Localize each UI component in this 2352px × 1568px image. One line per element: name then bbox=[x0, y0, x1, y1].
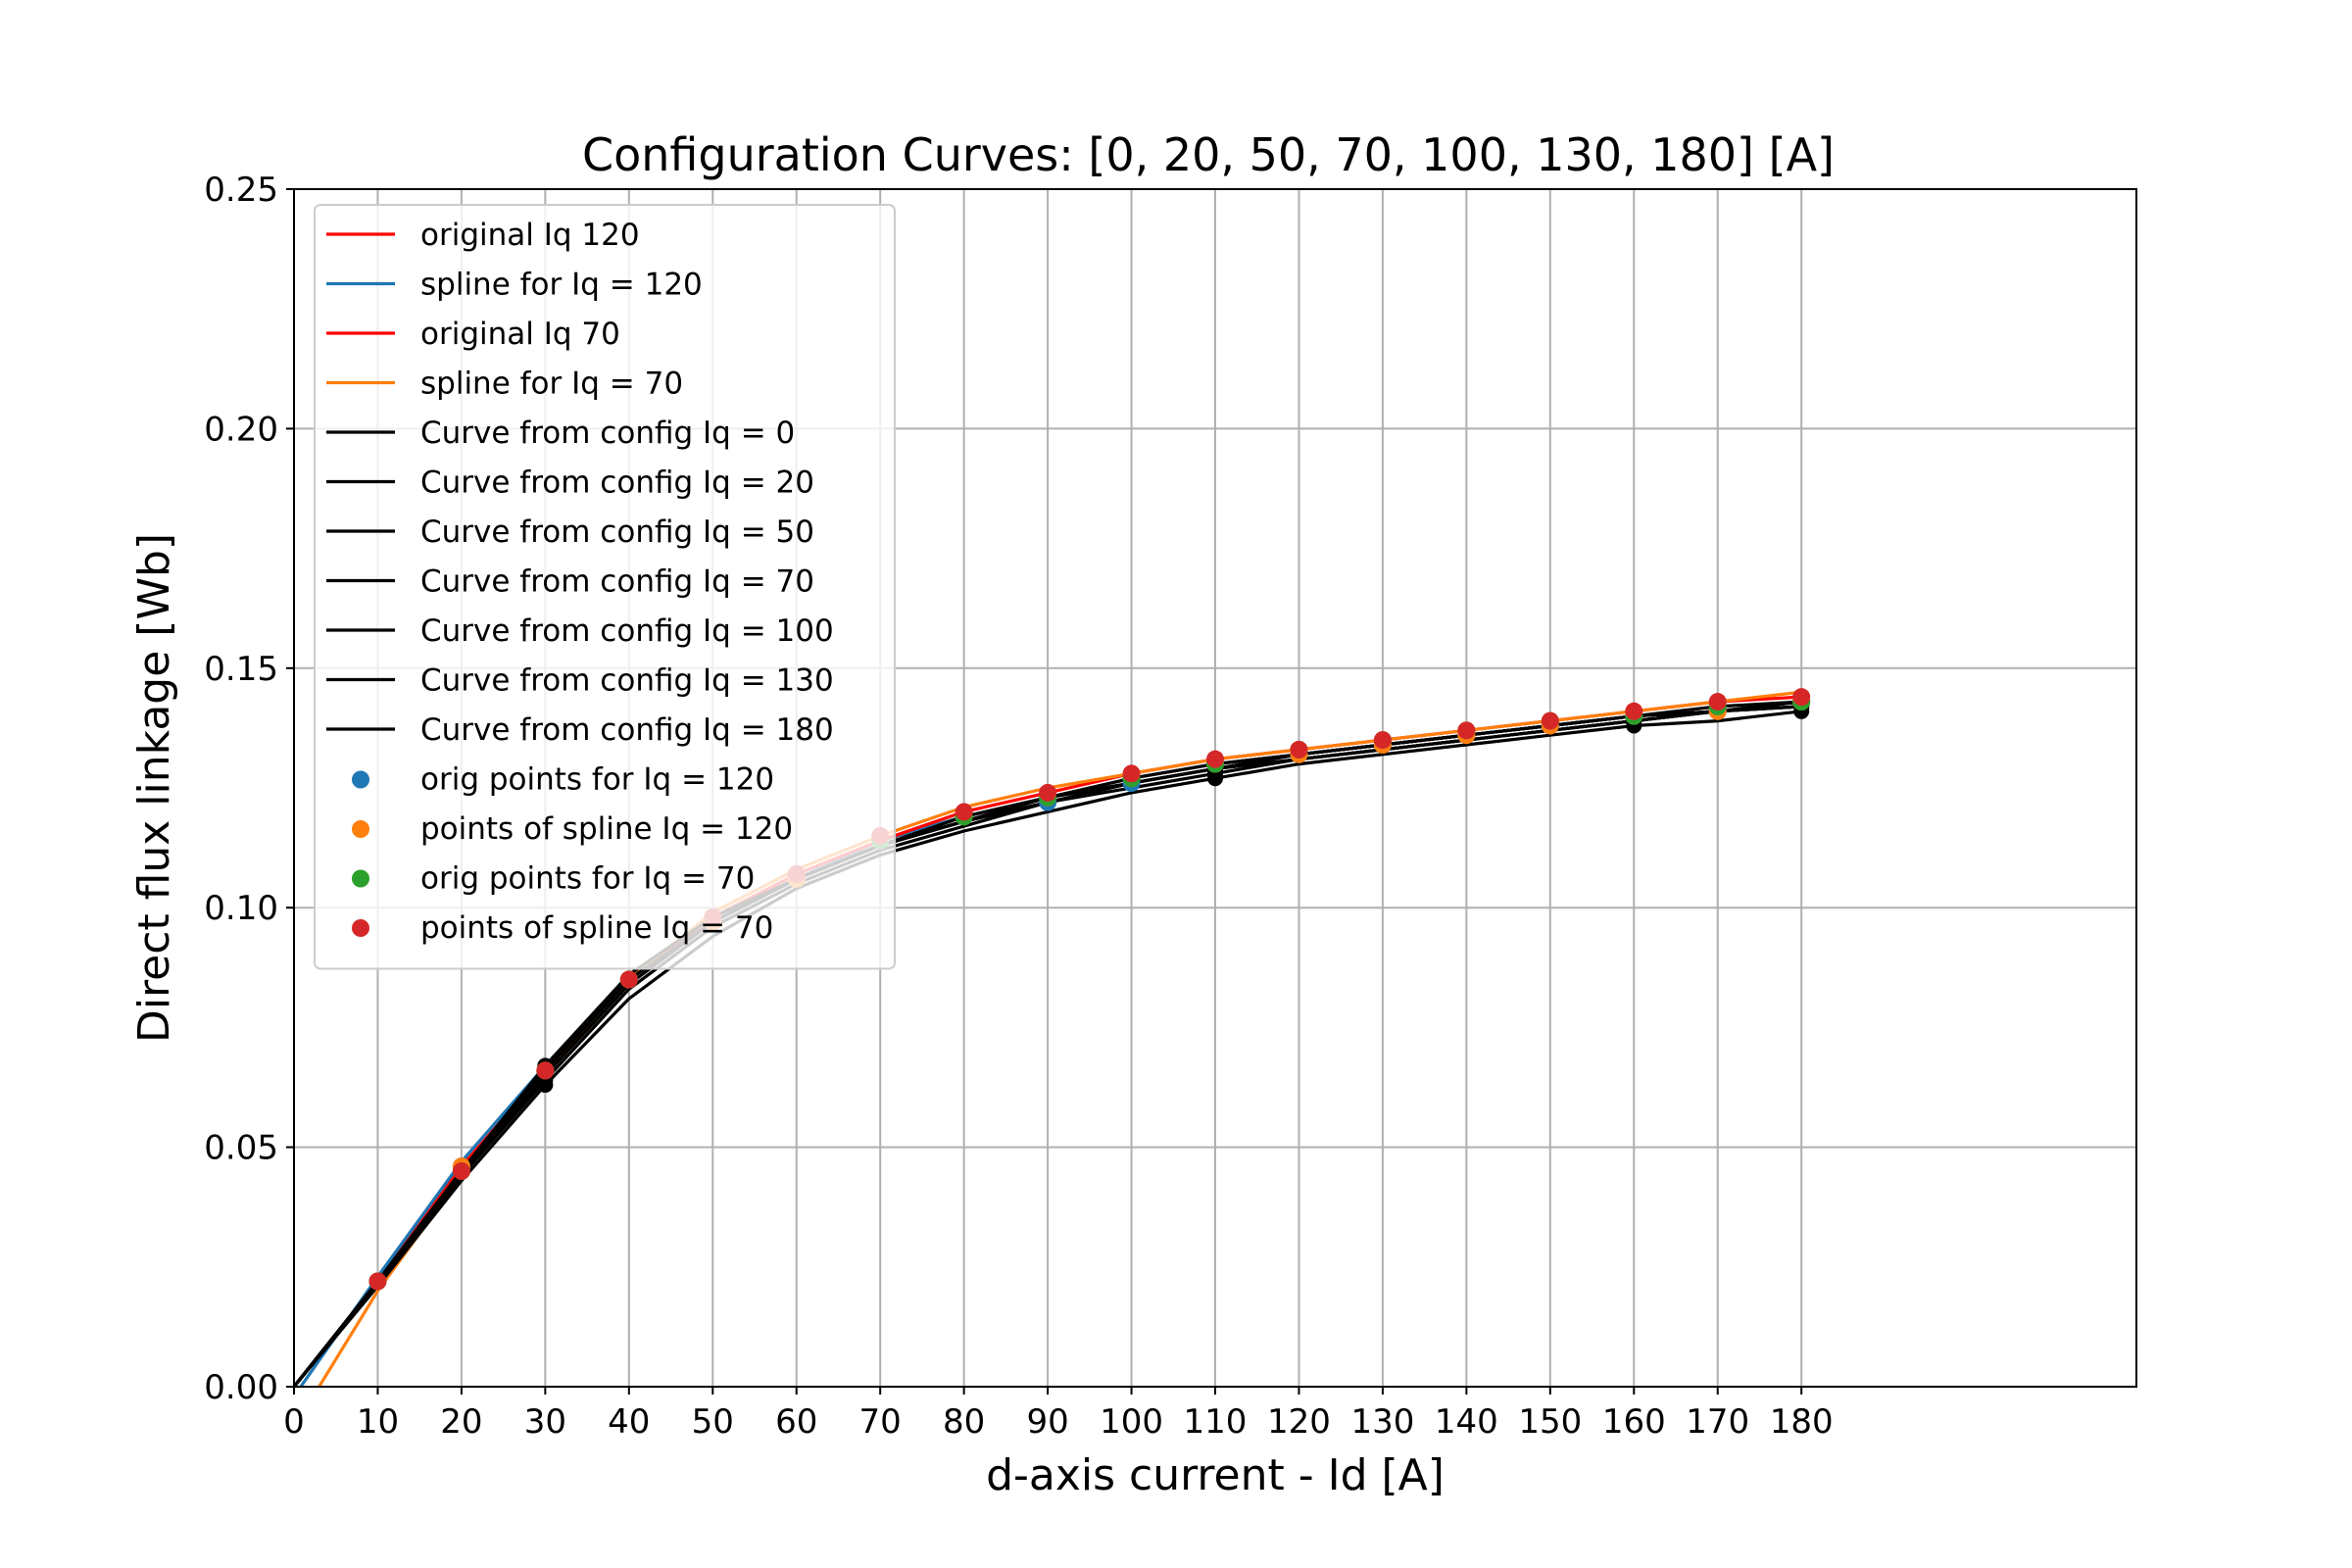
legend-label: Curve from config Iq = 50 bbox=[420, 514, 814, 550]
legend-label: Curve from config Iq = 130 bbox=[420, 663, 834, 699]
y-tick-label: 0.20 bbox=[204, 410, 278, 449]
config-curve-marker bbox=[1207, 770, 1223, 787]
scatter-point-14 bbox=[1625, 702, 1643, 720]
scatter-point-14 bbox=[1122, 764, 1141, 783]
legend-swatch-marker bbox=[352, 919, 369, 937]
y-tick-label: 0.05 bbox=[204, 1129, 278, 1168]
chart-title: Configuration Curves: [0, 20, 50, 70, 10… bbox=[582, 128, 1835, 181]
legend-swatch-marker bbox=[352, 820, 369, 838]
x-tick-label: 140 bbox=[1435, 1402, 1498, 1442]
scatter-point-14 bbox=[619, 970, 638, 989]
config-curve-marker bbox=[537, 1077, 554, 1094]
scatter-point-14 bbox=[1792, 688, 1811, 707]
legend-label: original Iq 70 bbox=[420, 317, 620, 352]
scatter-point-14 bbox=[536, 1061, 555, 1080]
legend: original Iq 120 spline for Iq = 120 origin… bbox=[314, 204, 896, 970]
scatter-point-14 bbox=[1206, 750, 1224, 768]
x-tick-label: 180 bbox=[1770, 1402, 1834, 1442]
scatter-point-14 bbox=[1290, 740, 1308, 759]
x-axis-title: d-axis current - Id [A] bbox=[986, 1450, 1445, 1500]
x-tick-label: 90 bbox=[1026, 1402, 1068, 1442]
legend-label: spline for Iq = 120 bbox=[420, 268, 703, 303]
scatter-point-14 bbox=[1457, 721, 1476, 740]
scatter-point-14 bbox=[1039, 783, 1057, 802]
legend-label: orig points for Iq = 120 bbox=[420, 762, 774, 798]
legend-label: Curve from config Iq = 70 bbox=[420, 564, 814, 600]
y-tick-label: 0.15 bbox=[204, 650, 278, 689]
axis-ticks: 0 10 20 30 40 50 60 70 80 90 100 110 120 130 140 150 160… bbox=[204, 171, 1833, 1442]
x-tick-label: 80 bbox=[943, 1402, 985, 1442]
legend-label: spline for Iq = 70 bbox=[420, 367, 683, 402]
legend-swatch-marker bbox=[352, 869, 369, 888]
x-tick-label: 150 bbox=[1518, 1402, 1582, 1442]
legend-label: points of spline Iq = 120 bbox=[420, 811, 793, 847]
y-tick-label: 0.00 bbox=[204, 1368, 278, 1407]
scatter-point-14 bbox=[368, 1272, 387, 1291]
scatter-point-14 bbox=[1541, 711, 1559, 730]
scatter-point-14 bbox=[452, 1162, 470, 1181]
x-tick-label: 60 bbox=[775, 1402, 817, 1442]
scatter-point-14 bbox=[1708, 693, 1727, 711]
legend-label: Curve from config Iq = 0 bbox=[420, 416, 795, 451]
x-tick-label: 160 bbox=[1602, 1402, 1666, 1442]
y-axis-title: Direct flux linkage [Wb] bbox=[129, 533, 179, 1043]
legend-label: original Iq 120 bbox=[420, 218, 640, 253]
legend-swatch-marker bbox=[352, 770, 369, 789]
legend-label: Curve from config Iq = 20 bbox=[420, 466, 814, 501]
y-tick-label: 0.10 bbox=[204, 889, 278, 928]
legend-label: points of spline Iq = 70 bbox=[420, 910, 773, 946]
x-tick-label: 70 bbox=[859, 1402, 902, 1442]
scatter-point-14 bbox=[955, 803, 973, 821]
x-tick-label: 10 bbox=[357, 1402, 399, 1442]
y-tick-label: 0.25 bbox=[204, 171, 278, 210]
x-tick-label: 110 bbox=[1184, 1402, 1248, 1442]
legend-label: orig points for Iq = 70 bbox=[420, 861, 755, 897]
x-tick-label: 130 bbox=[1350, 1402, 1414, 1442]
x-tick-label: 50 bbox=[692, 1402, 734, 1442]
x-tick-label: 30 bbox=[524, 1402, 566, 1442]
x-tick-label: 0 bbox=[283, 1402, 305, 1442]
legend-label: Curve from config Iq = 180 bbox=[420, 712, 834, 748]
x-tick-label: 170 bbox=[1686, 1402, 1749, 1442]
legend-label: Curve from config Iq = 100 bbox=[420, 613, 834, 649]
scatter-point-14 bbox=[1373, 731, 1392, 750]
x-tick-label: 120 bbox=[1267, 1402, 1331, 1442]
x-tick-label: 100 bbox=[1100, 1402, 1163, 1442]
legend-box bbox=[314, 204, 896, 970]
x-tick-label: 40 bbox=[608, 1402, 650, 1442]
x-tick-label: 20 bbox=[440, 1402, 482, 1442]
